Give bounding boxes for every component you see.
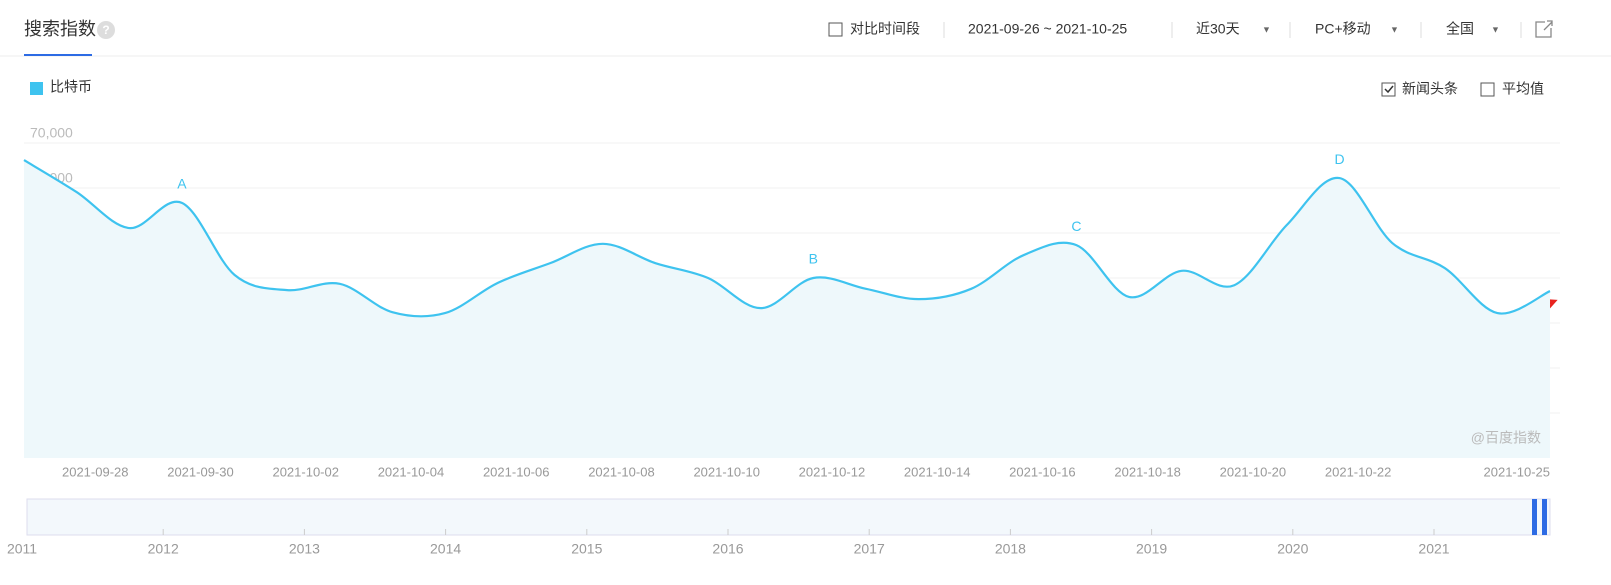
overview-handle[interactable] [1542, 499, 1547, 535]
watermark: @百度指数 [1471, 430, 1541, 446]
annotation: B [809, 251, 818, 267]
x-tick-label: 2021-10-06 [483, 464, 550, 479]
dropdown-arrow: ▼ [1262, 24, 1271, 34]
news-check [1384, 85, 1394, 94]
dropdown-arrow: ▼ [1390, 24, 1399, 34]
x-tick-label: 2021-10-12 [799, 464, 866, 479]
tab-underline [24, 54, 92, 56]
year-label: 2021 [1418, 541, 1449, 557]
x-tick-label: 2021-09-30 [167, 464, 234, 479]
overview-handle[interactable] [1532, 499, 1537, 535]
compare-label[interactable]: 对比时间段 [850, 21, 920, 37]
x-tick-label: 2021-09-28 [62, 464, 129, 479]
x-tick-label: 2021-10-14 [904, 464, 971, 479]
x-tick-label: 2021-10-20 [1220, 464, 1287, 479]
line [23, 159, 1551, 318]
news-label[interactable]: 新闻头条 [1402, 81, 1458, 97]
average-checkbox[interactable] [1480, 82, 1495, 97]
year-label: 2018 [995, 541, 1026, 557]
year-label: 2013 [289, 541, 320, 557]
legend-label[interactable]: 比特币 [50, 79, 92, 95]
help-mark: ? [102, 23, 109, 37]
dropdown-arrow: ▼ [1491, 24, 1500, 34]
year-label: 2019 [1136, 541, 1167, 557]
device-select[interactable]: PC+移动 [1315, 21, 1371, 37]
title: 搜索指数 [24, 19, 96, 39]
overview-box[interactable] [26, 498, 1551, 536]
x-tick-label: 2021-10-08 [588, 464, 655, 479]
x-tick-label: 2021-10-16 [1009, 464, 1076, 479]
year-label: 2015 [571, 541, 602, 557]
x-tick-label: 2021-10-25 [1484, 464, 1551, 479]
export-icon[interactable] [1535, 20, 1553, 38]
x-tick-label: 2021-10-02 [272, 464, 339, 479]
news-checkbox[interactable] [1381, 82, 1396, 97]
year-label: 2017 [854, 541, 885, 557]
help-icon[interactable] [97, 21, 115, 39]
legend-swatch [30, 82, 43, 95]
period-select[interactable]: 近30天 [1196, 21, 1240, 37]
x-tick-label: 2021-10-18 [1114, 464, 1181, 479]
date-range[interactable]: 2021-09-26 ~ 2021-10-25 [968, 21, 1127, 37]
year-label: 2012 [148, 541, 179, 557]
x-tick-label: 2021-10-04 [378, 464, 445, 479]
annotation: D [1334, 151, 1344, 167]
year-label: 2014 [430, 541, 461, 557]
x-tick-label: 2021-10-10 [693, 464, 760, 479]
annotation: C [1071, 218, 1081, 234]
y-tick-label: 70,000 [30, 125, 73, 141]
year-label: 2011 [7, 541, 37, 557]
compare-checkbox[interactable] [828, 22, 843, 37]
year-label: 2020 [1277, 541, 1308, 557]
annotation: A [177, 176, 187, 192]
region-select[interactable]: 全国 [1446, 21, 1474, 37]
x-tick-label: 2021-10-22 [1325, 464, 1392, 479]
area [24, 160, 1550, 458]
average-label[interactable]: 平均值 [1502, 81, 1544, 97]
year-label: 2016 [712, 541, 743, 557]
